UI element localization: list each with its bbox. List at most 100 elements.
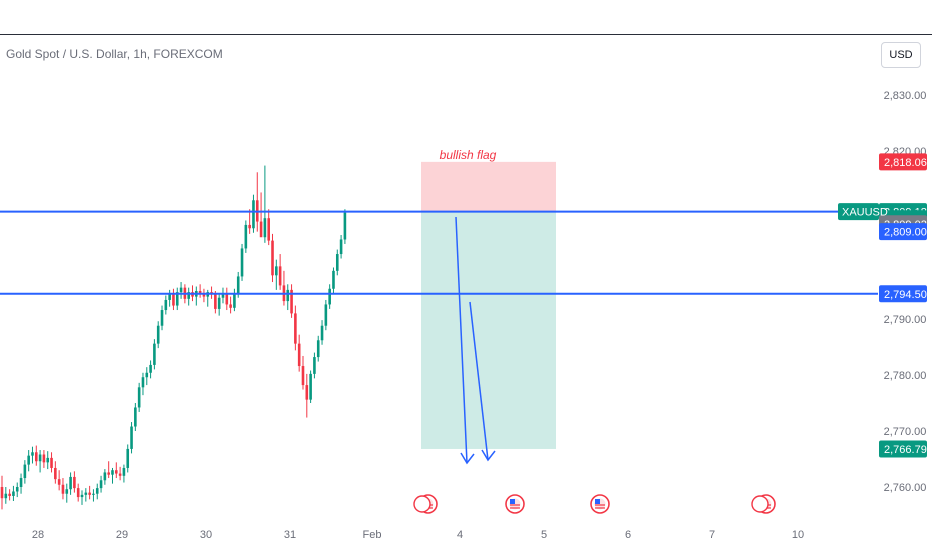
candle-body	[343, 212, 347, 240]
candle-body	[31, 452, 34, 456]
candles	[0, 165, 347, 510]
time-tick-label: Feb	[363, 529, 382, 541]
price-tick-label: 2,780.00	[884, 370, 927, 382]
candle-body	[179, 287, 183, 293]
price-label-target-text: 2,766.79	[884, 444, 927, 456]
price-tick-label: 2,830.00	[884, 90, 927, 102]
candle-body	[301, 366, 305, 386]
candle-body	[122, 467, 126, 476]
candle-body	[290, 289, 293, 314]
candle-body	[80, 494, 84, 498]
candle-body	[8, 493, 11, 496]
price-label-alert-text: 2,809.00	[884, 227, 927, 239]
candle-body	[141, 377, 145, 388]
price-label-support	[879, 285, 927, 303]
candle-body	[202, 293, 206, 297]
flag-canton	[510, 499, 515, 504]
arrow-head	[481, 449, 496, 462]
event-marker-icon	[751, 495, 769, 513]
time-tick-label: 6	[625, 529, 631, 541]
candle-body	[332, 270, 335, 289]
time-tick-label: 28	[32, 529, 44, 541]
flag-canton	[595, 499, 600, 504]
stop-loss-zone	[421, 161, 556, 212]
candle-body	[267, 218, 270, 241]
candle-body	[294, 313, 297, 344]
candle-body	[309, 373, 312, 400]
candle-body	[126, 448, 130, 468]
price-label-stop	[879, 153, 927, 171]
candle-body	[271, 240, 274, 276]
time-tick-label: 29	[116, 529, 128, 541]
candle-body	[164, 299, 168, 311]
symbol-badge	[838, 203, 879, 221]
price-tick-label: 2,770.00	[884, 426, 927, 438]
candle-body	[145, 372, 149, 378]
candle-body	[305, 385, 309, 400]
candle-body	[27, 455, 30, 465]
candle-body	[198, 291, 202, 294]
price-label-target	[879, 440, 927, 458]
candle-body	[42, 454, 46, 463]
take-profit-zone	[421, 211, 556, 449]
candle-body	[160, 310, 164, 326]
candle-body	[95, 488, 99, 494]
candle-body	[23, 464, 27, 479]
candle-body	[172, 293, 175, 306]
top-divider	[0, 34, 932, 35]
currency-button[interactable]: USD	[881, 42, 921, 68]
price-label-alert	[879, 223, 927, 241]
time-tick-label: 31	[284, 529, 296, 541]
candle-body	[137, 387, 141, 408]
price-label-support-text: 2,794.50	[884, 289, 927, 301]
candle-body	[88, 492, 91, 495]
symbol-badge-text: XAUUSD	[842, 207, 888, 219]
candle-body	[65, 489, 69, 494]
candle-body	[111, 470, 114, 475]
candle-body	[252, 200, 255, 229]
candle-body	[217, 297, 221, 309]
candle-body	[115, 470, 118, 474]
candle-body	[38, 454, 42, 462]
chart-title: Gold Spot / U.S. Dollar, 1h, FOREXCOM	[6, 47, 223, 61]
candle-body	[69, 476, 72, 490]
candle-body	[99, 480, 103, 489]
projection-arrow	[469, 301, 489, 461]
candle-body	[240, 248, 244, 277]
candle-body	[149, 364, 152, 373]
candle-body	[57, 479, 61, 485]
candle-body	[339, 239, 343, 255]
candle-body	[73, 476, 76, 489]
candle-body	[335, 254, 339, 271]
candle-body	[320, 325, 324, 341]
candle-body	[248, 224, 251, 229]
candle-body	[130, 426, 133, 449]
candle-body	[324, 304, 328, 326]
candle-body	[61, 484, 65, 494]
candle-body	[168, 293, 171, 300]
time-tick-label: 5	[541, 529, 547, 541]
candle-body	[15, 487, 19, 492]
candle-body	[187, 292, 190, 299]
time-tick-label: 30	[200, 529, 212, 541]
candle-body	[0, 487, 4, 499]
candle-body	[76, 488, 80, 498]
candle-body	[286, 289, 290, 302]
time-tick-label: 4	[457, 529, 463, 541]
candle-body	[54, 467, 57, 480]
candle-body	[313, 357, 316, 374]
candle-body	[156, 325, 160, 344]
candle-body	[50, 457, 53, 468]
candle-body	[103, 472, 107, 481]
time-tick-label: 10	[792, 529, 804, 541]
candle-body	[236, 276, 240, 294]
candle-body	[263, 218, 267, 238]
price-tick-label: 2,760.00	[884, 482, 927, 494]
candle-body	[34, 452, 38, 462]
candle-body	[153, 343, 156, 365]
candle-body	[12, 491, 15, 496]
candle-body	[107, 472, 110, 475]
candle-body	[328, 288, 331, 305]
candle-body	[244, 224, 248, 249]
